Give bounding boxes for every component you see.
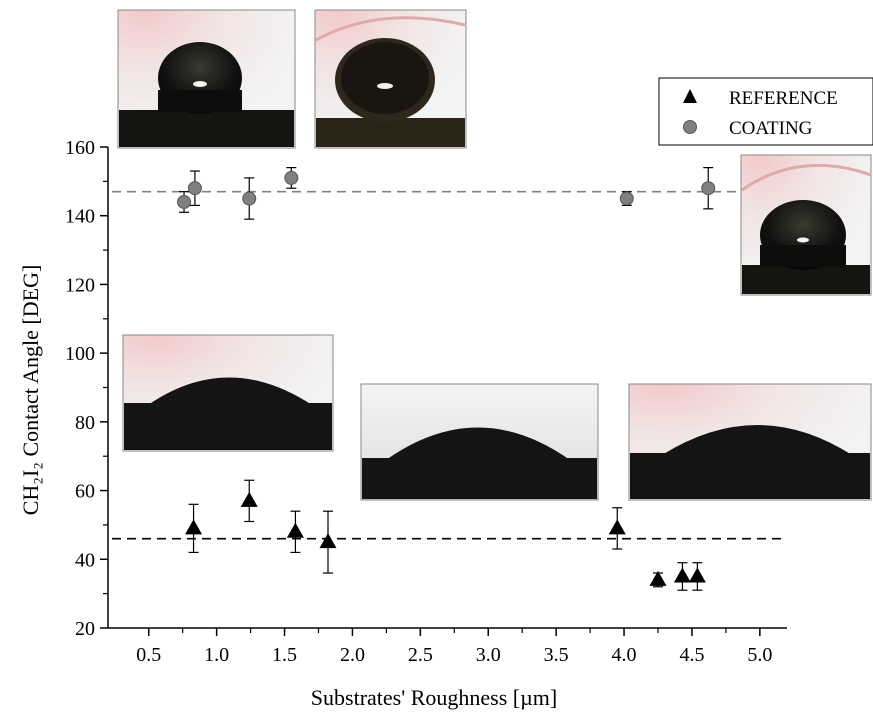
coating-point xyxy=(619,191,634,207)
triangle-marker xyxy=(608,519,626,535)
x-tick-label: 2.0 xyxy=(340,644,365,666)
triangle-marker xyxy=(185,519,203,535)
triangle-marker xyxy=(319,533,337,549)
y-tick-label: 60 xyxy=(75,481,95,503)
inset-photo-coating-3 xyxy=(740,154,872,296)
circle-marker xyxy=(619,191,634,206)
reference-point xyxy=(319,510,337,574)
x-tick-label: 3.5 xyxy=(544,644,569,666)
triangle-marker xyxy=(688,567,706,583)
coating-point xyxy=(242,177,257,220)
mean-lines xyxy=(112,190,787,540)
circle-marker xyxy=(187,181,202,196)
legend-marker-reference xyxy=(683,89,697,103)
x-tick-label: 1.0 xyxy=(204,644,229,666)
reference-point xyxy=(673,562,691,591)
legend: REFERENCE COATING xyxy=(658,77,873,146)
legend-label-coating: COATING xyxy=(729,118,813,139)
triangle-marker xyxy=(649,570,667,586)
inset-photo-reference-1 xyxy=(122,334,334,452)
legend-label-reference: REFERENCE xyxy=(729,88,838,109)
reference-point xyxy=(185,503,203,554)
y-tick-label: 100 xyxy=(65,343,95,365)
reference-point xyxy=(649,570,667,588)
y-axis-label: CH₂I₂ Contact Angle [DEG] xyxy=(18,265,43,516)
x-tick-label: 4.0 xyxy=(612,644,637,666)
y-axis-ticks: 20 40 60 80 100 120 140 160 xyxy=(65,137,108,640)
coating-point xyxy=(187,170,202,207)
data-points xyxy=(177,167,716,591)
y-tick-label: 20 xyxy=(75,618,95,640)
y-tick-label: 40 xyxy=(75,549,95,571)
coating-point xyxy=(701,167,716,210)
inset-photo-coating-2 xyxy=(314,9,467,149)
reference-point xyxy=(240,479,258,523)
coating-point xyxy=(284,167,299,189)
inset-photo-reference-2 xyxy=(360,383,599,501)
inset-photo-coating-1 xyxy=(117,9,296,149)
coating-point xyxy=(177,191,192,213)
x-tick-label: 3.0 xyxy=(476,644,501,666)
x-tick-label: 5.0 xyxy=(747,644,772,666)
triangle-marker xyxy=(240,491,258,507)
x-axis-ticks: 0.5 1.0 1.5 2.0 2.5 3.0 3.5 4.0 4.5 5.0 xyxy=(136,628,772,666)
circle-marker xyxy=(284,170,299,185)
x-tick-label: 4.5 xyxy=(679,644,704,666)
x-tick-label: 0.5 xyxy=(136,644,161,666)
legend-marker-coating xyxy=(683,120,697,134)
x-tick-label: 2.5 xyxy=(408,644,433,666)
reference-point xyxy=(688,562,706,591)
y-tick-label: 160 xyxy=(65,137,95,159)
y-tick-label: 140 xyxy=(65,206,95,228)
legend-box xyxy=(658,77,873,146)
circle-marker xyxy=(701,181,716,196)
reference-point xyxy=(286,510,304,554)
circle-marker xyxy=(242,191,257,206)
circle-marker xyxy=(177,194,192,209)
y-tick-label: 80 xyxy=(75,412,95,434)
triangle-marker xyxy=(286,522,304,538)
triangle-marker xyxy=(673,567,691,583)
inset-photo-reference-3 xyxy=(628,383,872,501)
y-tick-label: 120 xyxy=(65,274,95,296)
reference-point xyxy=(608,507,626,550)
x-tick-label: 1.5 xyxy=(272,644,297,666)
x-axis-label: Substrates' Roughness [µm] xyxy=(311,685,557,710)
